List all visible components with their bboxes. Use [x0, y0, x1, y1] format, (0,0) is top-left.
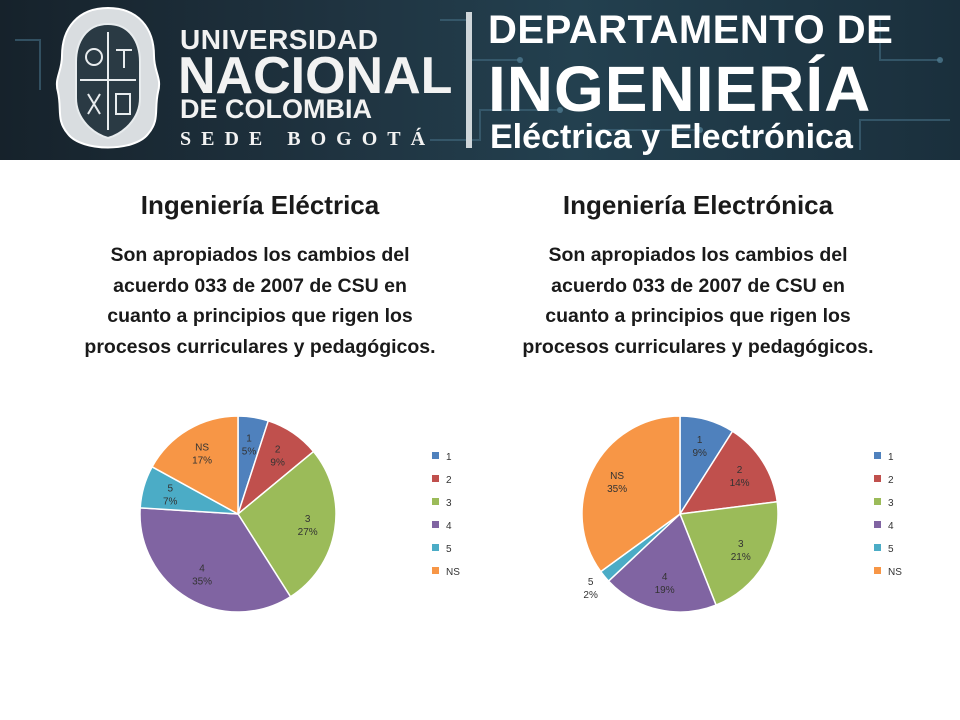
pie-slice-NS [151, 415, 239, 516]
header-banner: UNIVERSIDAD NACIONAL DE COLOMBIA SEDE BO… [0, 0, 960, 160]
legend-swatch-2 [874, 475, 881, 482]
legend-label-5: 5 [888, 544, 894, 555]
legend-label-NS: NS [888, 567, 902, 578]
pie-slice-4 [607, 512, 718, 613]
right-question-text: Son apropiados los cambios del acuerdo 0… [522, 244, 874, 358]
data-label-percent-NS: 17% [192, 455, 212, 466]
legend-label-1: 1 [446, 452, 452, 463]
data-label-category-4: 4 [662, 572, 668, 583]
data-label-percent-NS: 35% [607, 484, 627, 495]
legend-swatch-NS [432, 567, 439, 574]
legend-label-4: 4 [888, 521, 894, 532]
pie-chart-electrica: 1 5% 2 9% 3 27% 4 35% 5 7% NS 17% 1 2 3 4 5 NS [120, 404, 470, 624]
data-label-category-4: 4 [199, 564, 205, 575]
data-label-percent-1: 5% [242, 446, 257, 457]
university-name-line1: UNIVERSIDAD [180, 24, 379, 55]
legend-swatch-3 [874, 498, 881, 505]
data-label-category-5: 5 [588, 577, 594, 588]
pie-chart-electronica: 1 9% 2 14% 3 21% 4 19% 5 2% NS 35% 1 2 3 4 5 NS [562, 404, 912, 624]
pie-slice-3 [237, 450, 337, 598]
data-label-percent-1: 9% [692, 448, 707, 459]
legend-label-2: 2 [888, 475, 894, 486]
legend-swatch-NS [874, 567, 881, 574]
university-name-line3: DE COLOMBIA [180, 94, 372, 124]
legend-label-5: 5 [446, 544, 452, 555]
pie-slice-2 [678, 430, 779, 515]
legend-label-4: 4 [446, 521, 452, 532]
data-label-percent-2: 9% [270, 458, 285, 469]
pie-slice-NS [581, 415, 681, 573]
header-divider [466, 12, 472, 148]
left-question-text: Son apropiados los cambios del acuerdo 0… [84, 244, 436, 358]
pie-slice-4 [139, 507, 292, 613]
legend-swatch-4 [874, 521, 881, 528]
pie-chart-electrica-svg: 1 5% 2 9% 3 27% 4 35% 5 7% NS 17% 1 2 3 4 5 NS [139, 415, 460, 613]
pie-slice-3 [678, 500, 779, 607]
data-label-category-2: 2 [275, 445, 281, 456]
data-label-percent-4: 35% [192, 577, 212, 588]
legend-label-2: 2 [446, 475, 452, 486]
university-name-line2: NACIONAL [178, 47, 453, 105]
legend-swatch-1 [874, 452, 881, 459]
legend-label-3: 3 [888, 498, 894, 509]
legend-label-3: 3 [446, 498, 452, 509]
data-label-category-NS: NS [610, 471, 624, 482]
legend-label-1: 1 [888, 452, 894, 463]
data-label-category-NS: NS [195, 442, 209, 453]
department-line1: DEPARTAMENTO DE [488, 8, 894, 52]
legend-swatch-4 [432, 521, 439, 528]
data-label-category-2: 2 [737, 465, 743, 476]
department-line2: INGENIERÍA [488, 53, 872, 125]
data-label-category-1: 1 [246, 433, 252, 444]
data-label-percent-3: 27% [298, 527, 318, 538]
legend-swatch-2 [432, 475, 439, 482]
data-label-category-3: 3 [738, 539, 744, 550]
data-label-percent-5: 7% [163, 496, 178, 507]
legend-swatch-1 [432, 452, 439, 459]
legend-swatch-5 [432, 544, 439, 551]
data-label-percent-5: 2% [583, 590, 598, 601]
data-label-percent-4: 19% [655, 585, 675, 596]
legend-label-NS: NS [446, 567, 460, 578]
data-label-category-1: 1 [697, 435, 703, 446]
data-label-category-3: 3 [305, 514, 311, 525]
university-seal-logo [55, 6, 161, 149]
data-label-percent-2: 14% [730, 478, 750, 489]
legend-swatch-3 [432, 498, 439, 505]
university-campus: SEDE BOGOTÁ [180, 128, 436, 150]
left-column-title: Ingeniería Eléctrica [140, 190, 380, 220]
circuit-pattern [15, 19, 950, 150]
data-label-percent-3: 21% [731, 552, 751, 563]
department-line3: Eléctrica y Electrónica [490, 118, 853, 156]
legend-swatch-5 [874, 544, 881, 551]
data-label-category-5: 5 [167, 483, 173, 494]
right-column-title: Ingeniería Electrónica [562, 190, 834, 220]
